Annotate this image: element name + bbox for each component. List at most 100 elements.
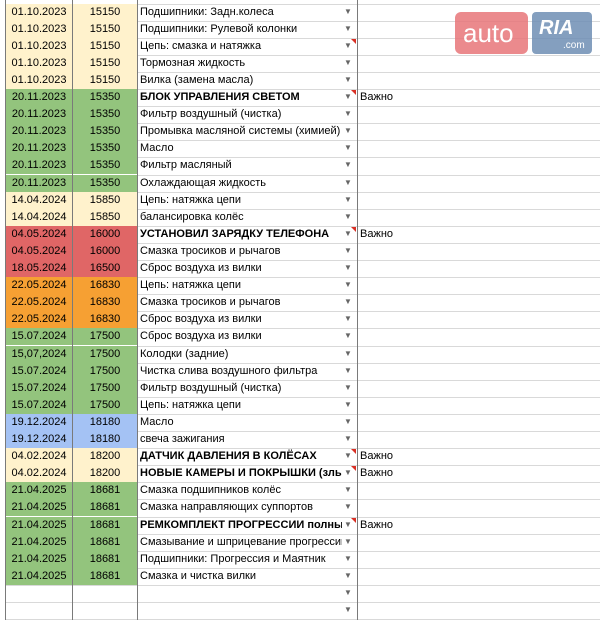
km-cell: 15150 (73, 20, 137, 38)
km-cell: 16000 (73, 242, 137, 260)
column-line (5, 0, 6, 620)
comment-marker (351, 466, 356, 472)
km-cell: 15850 (73, 208, 137, 226)
km-cell: 15150 (73, 3, 137, 21)
km-cell: 15350 (73, 89, 137, 107)
dropdown-arrow: ▼ (344, 143, 352, 153)
dropdown-arrow: ▼ (344, 468, 352, 478)
date-cell: 01.10.2023 (6, 54, 72, 72)
task-cell: УСТАНОВИЛ ЗАРЯДКУ ТЕЛЕФОНА (140, 227, 330, 240)
row-line (5, 482, 600, 484)
date-cell: 14.04.2024 (6, 191, 72, 209)
note-cell: Важно (360, 518, 394, 531)
row-line (5, 584, 600, 586)
column-line (72, 0, 73, 620)
date-cell: 01.10.2023 (6, 71, 72, 89)
dropdown-arrow: ▼ (344, 126, 352, 136)
task-cell: Смазка тросиков и рычагов (140, 296, 281, 309)
dropdown-arrow: ▼ (344, 92, 352, 101)
row-line (5, 413, 600, 415)
task-cell: Подшипники: Прогрессия и Маятник (140, 552, 326, 565)
date-cell: 04.05.2024 (6, 242, 72, 260)
date-cell: 20.11.2023 (6, 140, 72, 158)
date-cell: 15,07,2024 (6, 345, 72, 363)
task-cell: НОВЫЕ КАМЕРЫ И ПОКРЫШКИ (злые) (140, 467, 342, 480)
task-cell: Цепь: смазка и натяжка (140, 39, 262, 52)
row-line (5, 602, 600, 603)
km-cell: 17500 (73, 328, 137, 346)
dropdown-arrow: ▼ (344, 416, 352, 426)
comment-marker (351, 38, 356, 44)
row-line (5, 499, 600, 501)
row-line (5, 20, 600, 22)
dropdown-arrow: ▼ (344, 502, 352, 512)
watermark-bg (455, 12, 528, 54)
task-cell: РЕМКОМПЛЕКТ ПРОГРЕССИИ полный (140, 518, 342, 531)
km-cell: 18681 (73, 499, 137, 517)
row-line (5, 328, 600, 330)
dropdown-arrow: ▼ (344, 485, 352, 495)
task-cell: Сброс воздуха из вилки (140, 262, 262, 274)
km-cell: 15150 (73, 37, 137, 55)
date-cell: 04.05.2024 (6, 225, 72, 243)
row-line (5, 106, 600, 108)
row-line (5, 431, 600, 432)
task-cell: балансировка колёс (140, 210, 244, 223)
date-cell: 22.05.2024 (6, 311, 72, 329)
task-cell: Масло (140, 142, 174, 155)
dropdown-arrow: ▼ (344, 297, 352, 307)
task-cell: Цепь: натяжка цепи (140, 279, 241, 292)
km-cell: 15350 (73, 140, 137, 158)
row-line (5, 567, 600, 569)
km-cell: 16500 (73, 260, 137, 278)
dropdown-arrow: ▼ (344, 160, 352, 170)
dropdown-arrow: ▼ (344, 109, 352, 119)
comment-marker (351, 90, 356, 95)
date-cell: 22.05.2024 (6, 277, 72, 295)
dropdown-arrow: ▼ (344, 40, 352, 50)
task-cell: Подшипники: Рулевой колонки (140, 22, 298, 35)
row-line (5, 345, 600, 347)
task-cell: Колодки (задние) (140, 347, 229, 360)
dropdown-arrow: ▼ (344, 451, 352, 461)
dropdown-arrow: ▼ (344, 263, 352, 272)
row-line (5, 174, 600, 176)
km-cell: 18681 (73, 567, 137, 585)
date-cell: 15.07.2024 (6, 362, 72, 380)
row-line (5, 516, 600, 518)
task-cell: Смазка подшипников колёс (140, 484, 281, 497)
row-line (5, 550, 600, 552)
date-cell: 20.11.2023 (6, 89, 72, 107)
dropdown-arrow: ▼ (344, 228, 352, 238)
dropdown-arrow: ▼ (344, 536, 352, 546)
task-cell: Промывка масляной системы (химией) (140, 125, 341, 138)
date-cell: 21.04.2025 (6, 533, 72, 551)
date-cell: 21.04.2025 (6, 516, 72, 534)
dropdown-arrow: ▼ (344, 434, 352, 443)
column-line (357, 0, 358, 620)
date-cell: 01.10.2023 (6, 3, 72, 21)
row-line (5, 71, 600, 73)
task-cell: Смазывание и шприцевание прогрессии (140, 535, 342, 548)
km-cell: 18200 (73, 448, 137, 466)
dropdown-arrow: ▼ (344, 57, 352, 67)
task-cell: Чистка слива воздушного фильтра (140, 364, 318, 377)
dropdown-arrow: ▼ (344, 365, 352, 375)
date-cell: 20.11.2023 (6, 123, 72, 141)
comment-marker (351, 449, 356, 455)
row-line (5, 225, 600, 227)
dropdown-arrow: ▼ (344, 211, 352, 221)
task-cell: Масло (140, 415, 174, 428)
row-line (5, 311, 600, 313)
task-cell: Сброс воздуха из вилки (140, 313, 262, 326)
row-line (5, 465, 600, 467)
km-cell: 17500 (73, 396, 137, 414)
km-cell: 15350 (73, 123, 137, 141)
km-cell: 15150 (73, 71, 137, 89)
dropdown-arrow: ▼ (344, 245, 352, 255)
column-line (137, 0, 138, 620)
date-cell: 15.07.2024 (6, 328, 72, 346)
date-cell: 19.12.2024 (6, 431, 72, 449)
comment-marker (351, 226, 356, 232)
note-cell: Важно (360, 467, 394, 480)
